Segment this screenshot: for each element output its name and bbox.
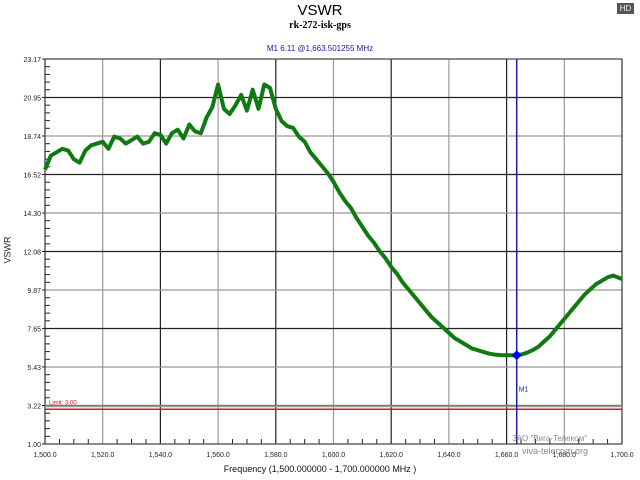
- watermark-site: viva-telecom.org: [522, 446, 589, 456]
- y-tick-label: 5.43: [27, 365, 41, 372]
- marker-readout: M1 6.11 @1,663.501255 MHz: [266, 44, 374, 53]
- x-axis-label: Frequency (1,500.000000 - 1,700.000000 M…: [223, 464, 417, 474]
- x-tick-label: 1,520.0: [91, 452, 114, 459]
- y-tick-label: 18.74: [23, 134, 41, 141]
- y-tick-label: 23.17: [23, 57, 41, 64]
- x-tick-label: 1,680.0: [553, 452, 576, 459]
- limit-label: Limit: 3.00: [49, 400, 77, 406]
- x-tick-label: 1,620.0: [380, 452, 403, 459]
- y-tick-label: 9.87: [27, 288, 41, 295]
- x-tick-label: 1,500.0: [33, 452, 56, 459]
- watermark-company: ЗАО "Вига-Телеком": [512, 434, 588, 443]
- x-tick-label: 1,600.0: [322, 452, 345, 459]
- y-tick-label: 7.65: [27, 327, 41, 334]
- x-tick-label: 1,580.0: [264, 452, 287, 459]
- chart-title: VSWR: [297, 2, 343, 19]
- y-tick-label: 12.08: [23, 250, 41, 257]
- x-tick-label: 1,640.0: [437, 452, 460, 459]
- y-tick-label: 1.00: [27, 442, 41, 449]
- chart-subtitle: rk-272-isk-gps: [289, 20, 351, 31]
- hd-badge[interactable]: HD: [617, 3, 634, 14]
- plot-frame: [44, 58, 623, 445]
- x-tick-label: 1,540.0: [149, 452, 172, 459]
- x-tick-label: 1,660.0: [495, 452, 518, 459]
- y-tick-label: 20.95: [23, 96, 41, 103]
- y-axis-label: VSWR: [2, 236, 13, 264]
- y-tick-label: 16.52: [23, 173, 41, 180]
- marker-label: M1: [519, 386, 529, 393]
- x-tick-label: 1,560.0: [206, 452, 229, 459]
- vswr-trace: [43, 82, 623, 358]
- x-tick-label: 1,700.0: [610, 452, 633, 459]
- marker-diamond-icon: [511, 350, 522, 361]
- y-tick-label: 3.22: [27, 404, 41, 411]
- y-tick-label: 14.30: [23, 211, 41, 218]
